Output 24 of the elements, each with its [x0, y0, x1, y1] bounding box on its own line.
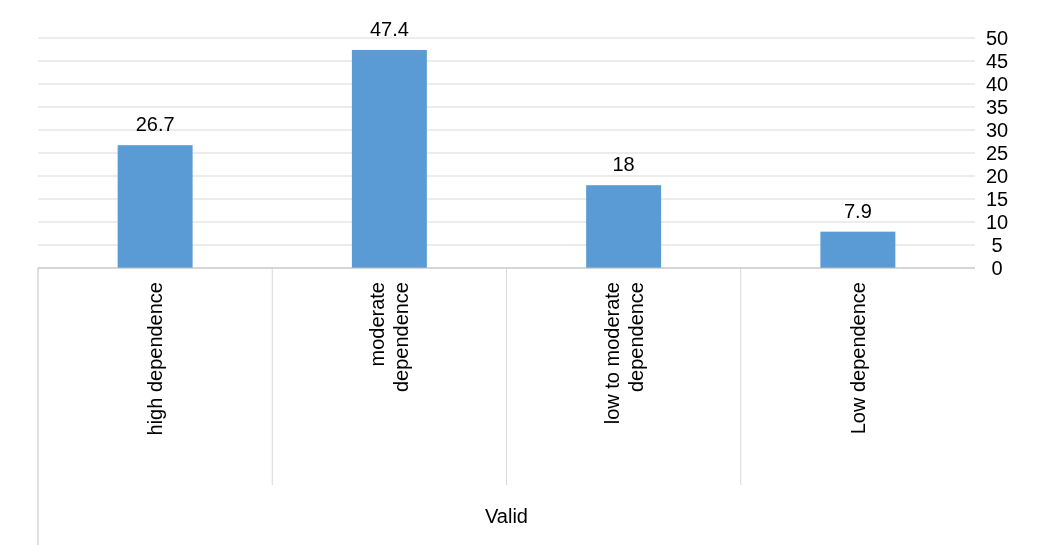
y-tick-label: 50 [985, 27, 1009, 49]
x-axis-title: Valid [485, 505, 528, 527]
x-tick-label: low to moderate dependence [600, 282, 647, 425]
bar [117, 145, 193, 268]
y-tick-label: 40 [985, 73, 1009, 95]
y-tick-label: 45 [985, 50, 1009, 72]
y-tick-label: 25 [985, 142, 1009, 164]
y-tick-label: 10 [985, 211, 1009, 233]
y-tick-label: 15 [985, 188, 1009, 210]
x-tick-label: moderate dependence [366, 282, 413, 393]
x-tick-label: Low dependence [846, 282, 869, 435]
data-label: 7.9 [843, 199, 872, 222]
y-tick-label: 5 [991, 234, 1003, 256]
bar [586, 185, 662, 268]
data-label: 18 [612, 153, 635, 176]
data-label: 47.4 [369, 17, 409, 40]
data-label: 26.7 [135, 113, 175, 136]
bar [351, 49, 427, 268]
x-tick-label: high dependence [144, 282, 167, 436]
y-tick-label: 0 [991, 257, 1003, 279]
y-tick-label: 20 [985, 165, 1009, 187]
y-tick-label: 30 [985, 119, 1009, 141]
y-tick-label: 35 [985, 96, 1009, 118]
bar [820, 231, 896, 268]
